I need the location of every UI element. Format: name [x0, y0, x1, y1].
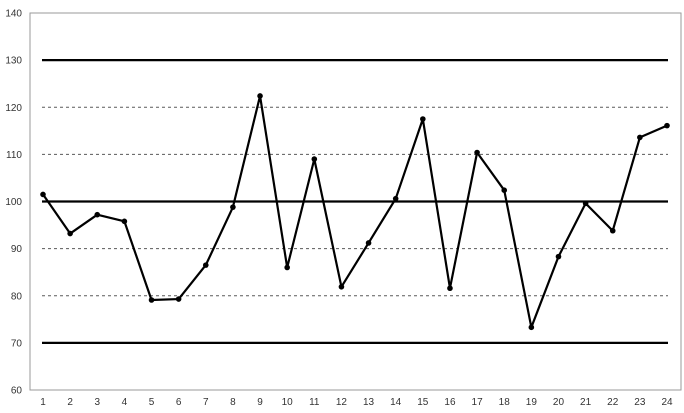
series-line [42, 94, 668, 329]
reference-lines [42, 59, 668, 344]
data-point [637, 134, 643, 141]
data-point [67, 230, 73, 237]
data-series [40, 93, 670, 331]
data-point [94, 211, 101, 218]
y-tick-label: 140 [5, 9, 22, 20]
y-axis-tick-labels: 60 70 80 90 100 110 120 130 140 [5, 9, 22, 397]
x-tick-label: 23 [634, 397, 646, 408]
x-tick-label: 20 [553, 397, 565, 408]
x-tick-label: 24 [661, 397, 673, 408]
y-tick-label: 120 [5, 103, 22, 114]
data-point [121, 218, 128, 225]
data-point [284, 264, 290, 271]
data-point [501, 187, 508, 193]
y-tick-label: 80 [11, 291, 23, 302]
x-tick-label: 18 [499, 397, 511, 408]
x-tick-label: 15 [417, 397, 429, 408]
data-point [365, 240, 372, 246]
data-point [257, 93, 263, 99]
x-tick-label: 13 [363, 397, 375, 408]
y-tick-label: 70 [11, 338, 23, 349]
x-tick-label: 14 [390, 397, 402, 408]
x-tick-label: 1 [40, 397, 46, 408]
data-point [338, 283, 345, 290]
x-tick-label: 9 [257, 397, 263, 408]
data-point [474, 149, 480, 156]
data-point [311, 156, 318, 162]
x-axis-tick-labels: 1 2 3 4 5 6 7 8 9 10 11 12 13 14 15 16 17 18 19 20 21 22 23 24 [40, 397, 673, 408]
y-tick-label: 130 [5, 56, 22, 67]
y-tick-label: 60 [11, 386, 23, 397]
data-point [202, 262, 209, 268]
x-tick-label: 2 [67, 397, 73, 408]
x-tick-label: 3 [94, 397, 100, 408]
data-point [582, 200, 589, 207]
data-point [148, 297, 155, 303]
x-tick-label: 21 [580, 397, 592, 408]
x-tick-label: 11 [309, 397, 320, 408]
y-tick-label: 90 [11, 244, 23, 255]
data-point [420, 116, 426, 122]
x-tick-label: 16 [444, 397, 456, 408]
data-point [528, 324, 535, 331]
data-point [447, 285, 453, 292]
y-tick-label: 100 [5, 197, 22, 208]
data-point [392, 195, 399, 202]
x-tick-label: 4 [122, 397, 128, 408]
data-point [664, 122, 670, 129]
x-tick-label: 6 [176, 397, 182, 408]
x-tick-label: 7 [203, 397, 209, 408]
data-point [609, 227, 616, 234]
data-point [230, 204, 236, 210]
x-tick-label: 19 [526, 397, 538, 408]
x-tick-label: 10 [282, 397, 294, 408]
x-tick-label: 17 [472, 397, 484, 408]
y-tick-label: 110 [6, 150, 22, 161]
data-point [555, 253, 562, 260]
x-tick-label: 12 [336, 397, 348, 408]
x-tick-label: 22 [607, 397, 619, 408]
data-point [40, 191, 46, 198]
x-tick-label: 5 [149, 397, 155, 408]
data-point [175, 296, 182, 302]
x-tick-label: 8 [230, 397, 236, 408]
